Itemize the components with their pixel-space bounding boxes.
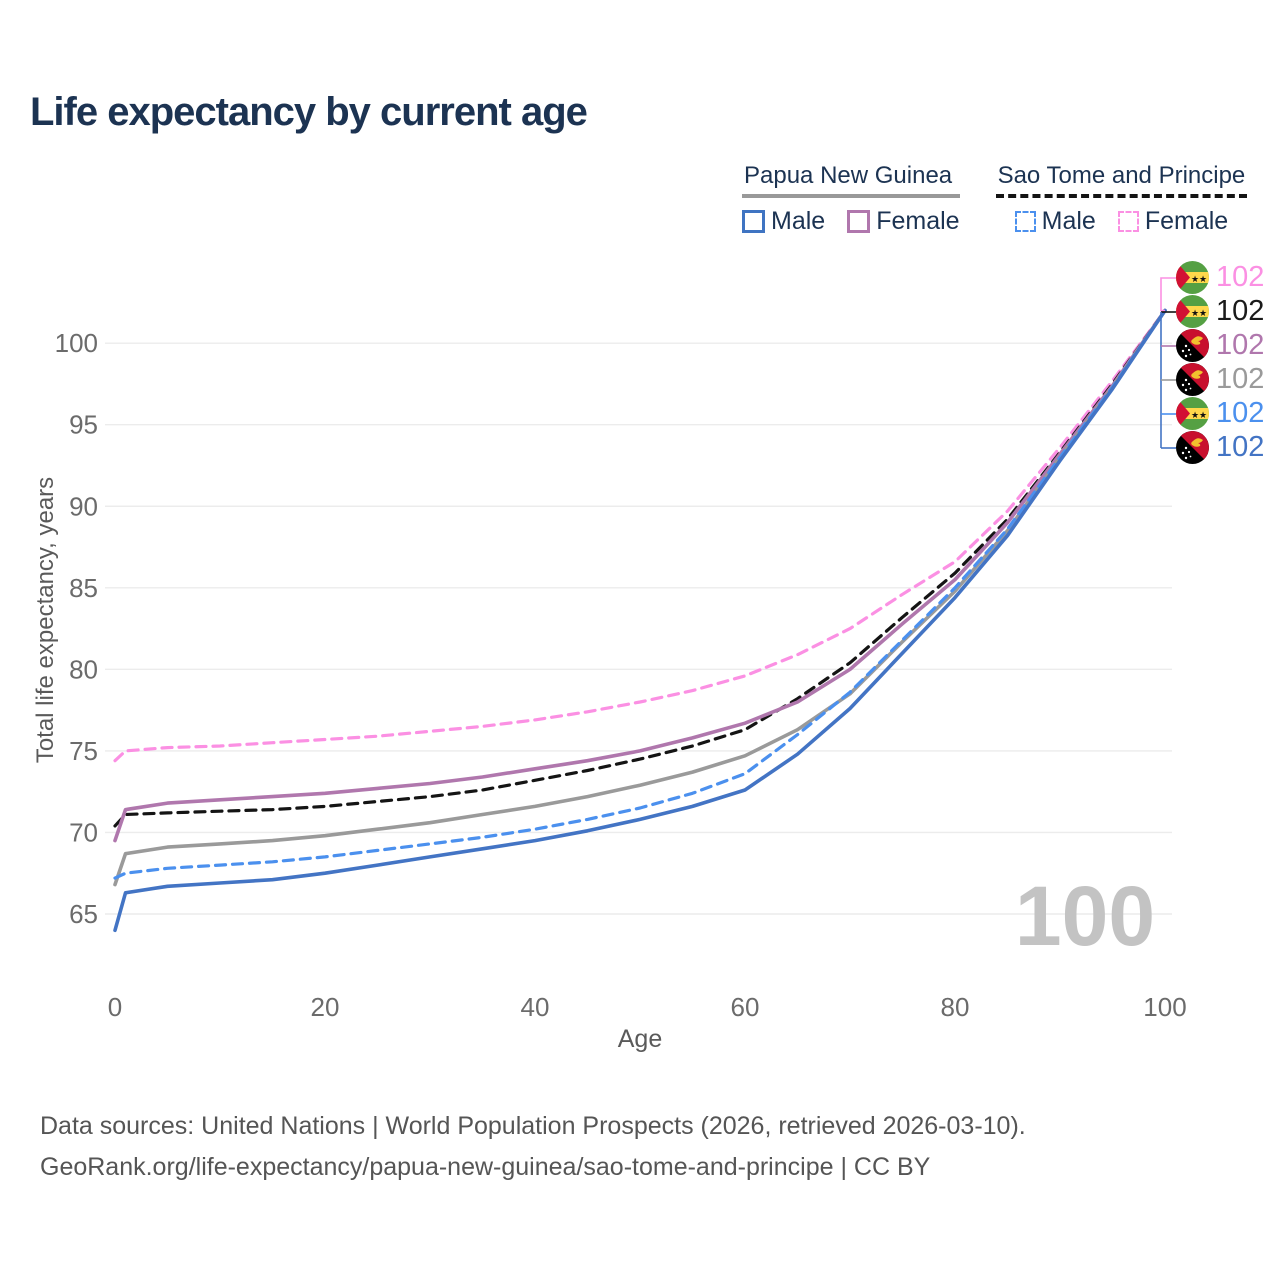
series-end-label-row: 102 [1176,329,1264,362]
legend-swatch-icon [1117,211,1139,232]
legend: Papua New Guinea Male Female Sao Tome an… [742,162,1248,236]
footer-url: GeoRank.org/life-expectancy/papua-new-gu… [40,1153,931,1181]
x-tick-label: 80 [941,992,970,1022]
series-line [113,308,1167,887]
legend-country-label: Sao Tome and Principe [997,162,1246,189]
footer-data-sources: Data sources: United Nations | World Pop… [40,1112,1026,1140]
y-tick-label: 95 [69,410,98,440]
sao-tome-and-principe-flag-icon: ★ ★ [1176,261,1209,294]
legend-item-png-male[interactable]: Male [742,207,825,236]
series-end-value: 102 [1216,431,1265,463]
series-line [113,308,1167,880]
y-tick-label: 100 [55,328,98,358]
svg-text:★: ★ [1199,308,1207,318]
series-end-label-row: 102 [1176,363,1264,396]
svg-text:★: ★ [1199,274,1207,284]
y-tick-label: 80 [69,654,98,684]
series-end-value: 102 [1216,329,1265,361]
legend-items: Male Female [996,207,1248,236]
series-line [113,308,1167,933]
legend-item-stp-female[interactable]: Female [1117,207,1229,236]
svg-text:★: ★ [1191,274,1199,284]
x-tick-label: 20 [311,992,340,1022]
series-end-label-row: ★ ★ 102 [1176,397,1264,430]
series-end-value: 102 [1216,295,1265,327]
series-end-value: 102 [1216,363,1265,395]
legend-country-label: Papua New Guinea [744,162,953,189]
series-line [113,308,1167,843]
y-axis-title: Total life expectancy, years [32,476,59,764]
series-end-label-row: 102 [1176,431,1264,464]
papua-new-guinea-flag-icon [1176,363,1209,396]
legend-item-label: Male [1041,207,1096,235]
legend-item-label: Female [876,207,960,235]
legend-line-sample-solid [742,194,960,198]
y-tick-label: 65 [69,899,98,929]
y-tick-label: 70 [69,817,98,847]
legend-swatch-icon [742,210,765,233]
series-end-value: 102 [1216,397,1265,429]
footer: Data sources: United Nations | World Pop… [40,1106,1026,1188]
page-title: Life expectancy by current age [30,90,588,134]
x-tick-label: 40 [521,992,550,1022]
legend-item-label: Male [771,207,826,235]
svg-text:★: ★ [1199,410,1207,420]
leader-lines [1160,277,1176,449]
svg-text:★: ★ [1191,410,1199,420]
legend-group-sao-tome-and-principe: Sao Tome and Principe Male Female [995,162,1248,236]
series-end-label-row: ★ ★ 102 [1176,261,1264,294]
legend-item-label: Female [1144,207,1229,235]
y-tick-label: 90 [69,491,98,521]
papua-new-guinea-flag-icon [1176,431,1209,464]
x-tick-label: 100 [1143,992,1186,1022]
series-end-label-row: ★ ★ 102 [1176,295,1264,328]
legend-items: Male Female [742,207,960,236]
legend-line-sample-dashed [995,194,1248,198]
x-tick-label: 0 [108,992,122,1022]
legend-swatch-icon [847,210,871,233]
series-line [113,308,1167,763]
sao-tome-and-principe-flag-icon: ★ ★ [1176,397,1209,430]
series-end-value: 102 [1216,261,1265,293]
papua-new-guinea-flag-icon [1176,329,1209,362]
legend-swatch-icon [1014,211,1036,232]
legend-item-png-female[interactable]: Female [847,207,960,236]
age-counter-watermark: 100 [1014,869,1156,963]
x-axis-title: Age [617,1025,663,1053]
y-tick-label: 85 [69,573,98,603]
legend-group-papua-new-guinea: Papua New Guinea Male Female [742,162,960,236]
svg-text:★: ★ [1191,308,1199,318]
y-tick-label: 75 [69,736,98,766]
legend-item-stp-male[interactable]: Male [1014,207,1096,236]
series-line [113,308,1167,828]
x-tick-label: 60 [731,992,760,1022]
sao-tome-and-principe-flag-icon: ★ ★ [1176,295,1209,328]
